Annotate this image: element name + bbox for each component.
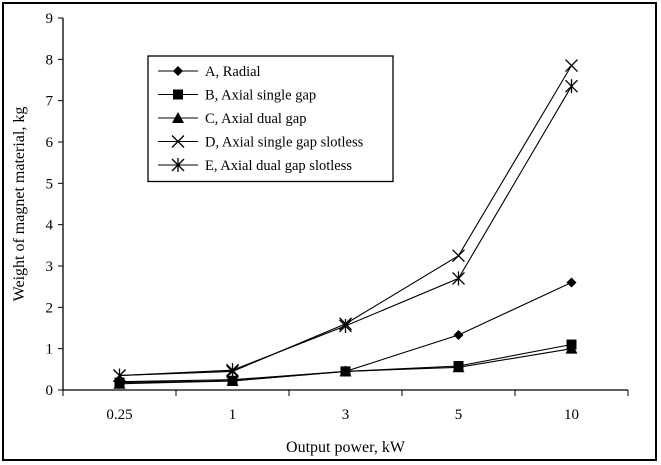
- tick-labels: 0 1 2 3 4 5 6 7 8 9 0.25 1 3 5 10: [46, 11, 580, 423]
- legend-label: C, Axial dual gap: [205, 111, 307, 127]
- data-point: [113, 377, 126, 389]
- legend-marker: [171, 158, 185, 172]
- y-tick-label: 3: [46, 259, 54, 275]
- data-point: [566, 277, 577, 288]
- legend-label: A, Radial: [205, 64, 261, 80]
- legend-label: E, Axial dual gap slotless: [205, 158, 352, 174]
- legend-marker: [171, 135, 185, 148]
- data-point: [453, 330, 464, 341]
- data-point: [452, 249, 465, 263]
- data-point: [565, 342, 578, 354]
- legend-item: D, Axial single gap slotless: [158, 135, 364, 151]
- legend-item: E, Axial dual gap slotless: [158, 158, 352, 174]
- y-tick-label: 5: [46, 176, 54, 192]
- data-point: [452, 271, 465, 286]
- x-tick-label: 1: [229, 407, 237, 423]
- data-point: [452, 361, 465, 373]
- legend-item: B, Axial single gap: [158, 88, 316, 104]
- x-tick-label: 5: [455, 407, 463, 423]
- y-tick-label: 9: [46, 11, 54, 27]
- legend-marker: [173, 89, 183, 100]
- legend-box: [147, 55, 394, 183]
- data-point: [565, 59, 578, 72]
- x-tick-label: 0.25: [106, 407, 132, 423]
- data-point: [565, 79, 578, 94]
- series-triangle: [113, 342, 578, 389]
- series-line: [119, 343, 572, 384]
- legend-label: B, Axial single gap: [205, 88, 316, 104]
- axes: [58, 17, 629, 396]
- series-group: [113, 59, 578, 389]
- data-point: [226, 363, 239, 378]
- legend-label: D, Axial single gap slotless: [205, 135, 364, 151]
- y-tick-label: 8: [46, 52, 54, 68]
- y-tick-label: 4: [46, 218, 54, 234]
- legend-marker: [173, 66, 183, 76]
- y-tick-label: 0: [46, 383, 54, 399]
- data-point: [113, 368, 126, 383]
- data-point: [339, 318, 352, 333]
- y-tick-label: 2: [46, 300, 54, 316]
- series-star: [113, 79, 578, 383]
- legend-item: A, Radial: [158, 64, 261, 80]
- legend-item: C, Axial dual gap: [158, 111, 307, 127]
- x-axis-title: Output power, kW: [286, 439, 406, 456]
- y-axis-title: Weight of magnet material, kg: [11, 107, 28, 302]
- x-tick-label: 10: [564, 407, 579, 423]
- y-tick-label: 1: [46, 342, 54, 358]
- legend-marker: [172, 112, 184, 123]
- y-tick-label: 6: [46, 135, 54, 151]
- data-point: [339, 365, 352, 377]
- x-tick-label: 3: [342, 407, 350, 423]
- data-point: [226, 374, 239, 386]
- y-tick-label: 7: [46, 94, 54, 110]
- legend: A, Radial B, Axial single gap C, Axial dua…: [147, 55, 394, 183]
